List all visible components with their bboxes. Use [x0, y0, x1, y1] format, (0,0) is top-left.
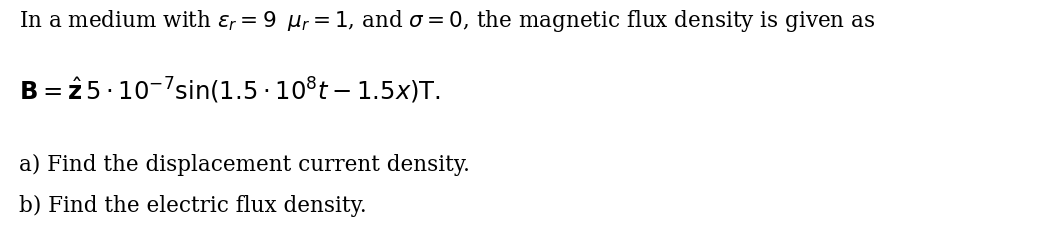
Text: $\mathbf{B} = \hat{\mathbf{z}}\, 5 \cdot 10^{-7} \sin\!\left(1.5 \cdot 10^8 t - : $\mathbf{B} = \hat{\mathbf{z}}\, 5 \cdot…: [19, 76, 441, 106]
Text: b) Find the electric flux density.: b) Find the electric flux density.: [19, 194, 367, 216]
Text: In a medium with $\varepsilon_r = 9 \;\; \mu_r = 1$, and $\sigma = 0$, the magne: In a medium with $\varepsilon_r = 9 \;\;…: [19, 8, 875, 33]
Text: a) Find the displacement current density.: a) Find the displacement current density…: [19, 154, 470, 176]
